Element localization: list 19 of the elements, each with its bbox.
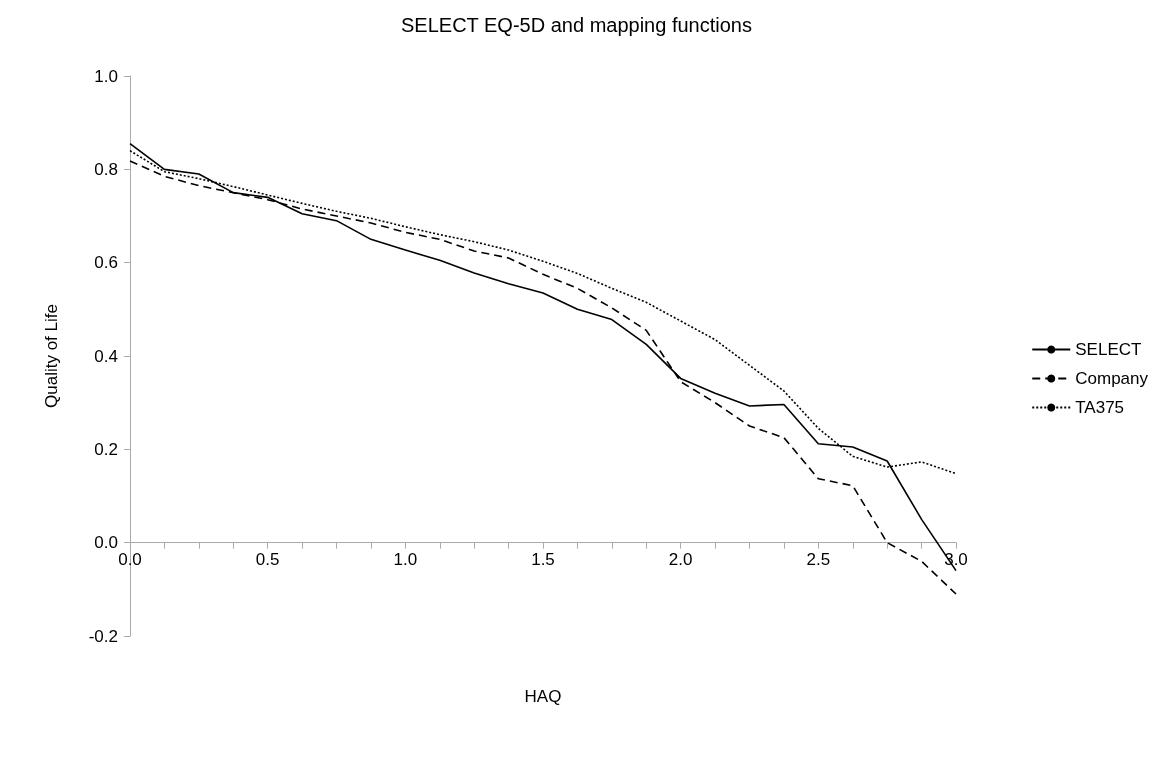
legend-label: Company (1075, 369, 1149, 388)
x-tick-label: 1.0 (393, 549, 418, 569)
legend-label: SELECT (1075, 340, 1142, 359)
x-tick-label: 0.5 (255, 549, 280, 569)
x-tick-label: 1.5 (531, 549, 555, 569)
x-axis-title: HAQ (524, 687, 562, 706)
y-tick-label: 0.0 (94, 533, 118, 553)
y-tick-label: 0.2 (94, 439, 118, 459)
y-tick-label: 0.6 (94, 253, 118, 273)
y-axis-title: Quality of Life (42, 304, 61, 408)
y-tick-label: 0.8 (94, 159, 118, 179)
legend-label: TA375 (1075, 398, 1125, 417)
y-tick-label: -0.2 (88, 626, 118, 646)
x-tick-label: 2.5 (806, 549, 831, 569)
x-tick-label: 0.0 (118, 549, 142, 569)
chart-title: SELECT EQ-5D and mapping functions (401, 14, 752, 36)
y-tick-label: 0.4 (94, 346, 118, 366)
y-tick-label: 1.0 (94, 66, 118, 86)
x-tick-label: 2.0 (668, 549, 693, 569)
